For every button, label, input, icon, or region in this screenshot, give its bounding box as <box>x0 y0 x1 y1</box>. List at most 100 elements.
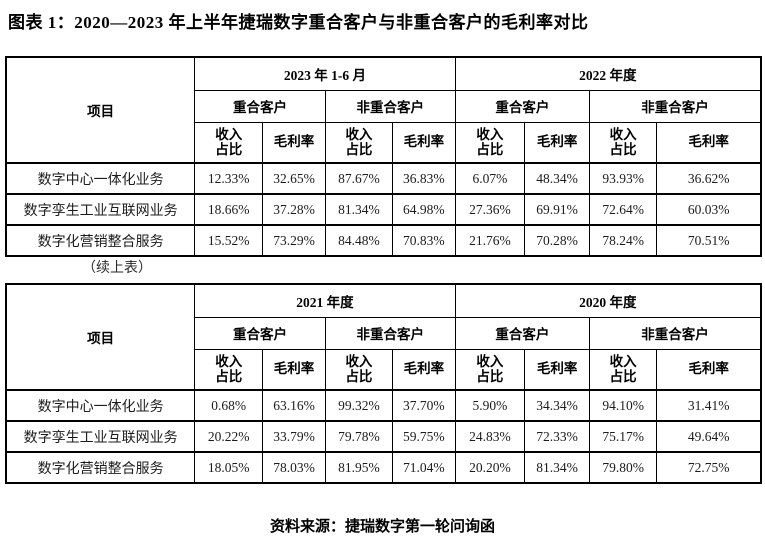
value-cell: 15.52% <box>194 224 264 257</box>
value-cell: 81.34% <box>324 193 394 226</box>
period-header-2021: 2021 年度 <box>194 283 456 318</box>
group-header-nonoverlap: 非重合客户 <box>324 89 456 123</box>
table-row: 数字化营销整合服务 15.52% 73.29% 84.48% 70.83% 21… <box>5 224 762 257</box>
value-cell: 48.34% <box>524 162 591 195</box>
group-header-nonoverlap: 非重合客户 <box>589 89 762 123</box>
value-cell: 81.95% <box>324 451 394 484</box>
column-header-item: 项目 <box>5 56 196 164</box>
value-cell: 24.83% <box>454 420 526 453</box>
value-cell: 21.76% <box>454 224 526 257</box>
table-row: 项目 2021 年度 2020 年度 <box>5 283 762 391</box>
subheader-gross-margin: 毛利率 <box>524 348 591 391</box>
value-cell: 81.34% <box>524 451 591 484</box>
subheader-revenue-share: 收入 占比 <box>324 348 394 391</box>
value-cell: 49.64% <box>656 420 762 453</box>
table-row: 项目 2023 年 1-6 月 2022 年度 <box>5 56 762 164</box>
table-row: 重合客户 非重合客户 重合客户 非重合客户 <box>6 89 762 123</box>
period-header-2022: 2022 年度 <box>454 56 762 91</box>
table-row: 数字中心一体化业务 12.33% 32.65% 87.67% 36.83% 6.… <box>5 162 762 195</box>
value-cell: 79.80% <box>589 451 658 484</box>
table-row: 数字孪生工业互联网业务 18.66% 37.28% 81.34% 64.98% … <box>5 193 762 226</box>
value-cell: 18.66% <box>194 193 264 226</box>
value-cell: 37.70% <box>392 389 456 422</box>
value-cell: 32.65% <box>262 162 326 195</box>
data-source-note: 资料来源：捷瑞数字第一轮问询函 <box>269 519 495 535</box>
figure-title: 图表 1：2020—2023 年上半年捷瑞数字重合客户与非重合客户的毛利率对比 <box>8 13 589 32</box>
period-header-2020: 2020 年度 <box>454 283 762 318</box>
value-cell: 18.05% <box>194 451 264 484</box>
subheader-revenue-share: 收入 占比 <box>589 121 658 164</box>
table-row: 重合客户 非重合客户 重合客户 非重合客户 <box>6 316 762 350</box>
value-cell: 59.75% <box>392 420 456 453</box>
value-cell: 34.34% <box>524 389 591 422</box>
subheader-revenue-share: 收入 占比 <box>324 121 394 164</box>
subheader-revenue-share: 收入 占比 <box>589 348 658 391</box>
value-cell: 72.75% <box>656 451 762 484</box>
margin-table-2021-2020: 项目 2021 年度 2020 年度 重合客户 非重合客户 重合客户 非重合客户… <box>5 283 762 484</box>
period-header-2023h1: 2023 年 1-6 月 <box>194 56 456 91</box>
group-header-overlap: 重合客户 <box>194 316 326 350</box>
group-header-overlap: 重合客户 <box>454 89 591 123</box>
value-cell: 36.83% <box>392 162 456 195</box>
value-cell: 78.03% <box>262 451 326 484</box>
margin-table-2023-2022: 项目 2023 年 1-6 月 2022 年度 重合客户 非重合客户 重合客户 … <box>5 56 762 257</box>
subheader-gross-margin: 毛利率 <box>392 348 456 391</box>
subheader-revenue-share: 收入 占比 <box>194 121 264 164</box>
value-cell: 33.79% <box>262 420 326 453</box>
subheader-revenue-share: 收入 占比 <box>454 121 526 164</box>
value-cell: 84.48% <box>324 224 394 257</box>
value-cell: 69.91% <box>524 193 591 226</box>
row-item-label: 数字中心一体化业务 <box>5 162 196 195</box>
row-item-label: 数字中心一体化业务 <box>5 389 196 422</box>
value-cell: 0.68% <box>194 389 264 422</box>
value-cell: 79.78% <box>324 420 394 453</box>
value-cell: 31.41% <box>656 389 762 422</box>
value-cell: 63.16% <box>262 389 326 422</box>
column-header-item: 项目 <box>5 283 196 391</box>
row-item-label: 数字化营销整合服务 <box>5 224 196 257</box>
value-cell: 36.62% <box>656 162 762 195</box>
subheader-gross-margin: 毛利率 <box>524 121 591 164</box>
value-cell: 64.98% <box>392 193 456 226</box>
value-cell: 12.33% <box>194 162 264 195</box>
row-item-label: 数字孪生工业互联网业务 <box>5 193 196 226</box>
table-row: 收入 占比 毛利率 收入 占比 毛利率 收入 占比 毛利率 收入 占比 毛利率 <box>6 348 762 391</box>
group-header-nonoverlap: 非重合客户 <box>589 316 762 350</box>
value-cell: 20.22% <box>194 420 264 453</box>
value-cell: 70.51% <box>656 224 762 257</box>
value-cell: 60.03% <box>656 193 762 226</box>
value-cell: 73.29% <box>262 224 326 257</box>
subheader-gross-margin: 毛利率 <box>656 348 762 391</box>
row-item-label: 数字化营销整合服务 <box>5 451 196 484</box>
value-cell: 70.28% <box>524 224 591 257</box>
value-cell: 20.20% <box>454 451 526 484</box>
subheader-revenue-share: 收入 占比 <box>454 348 526 391</box>
subheader-gross-margin: 毛利率 <box>392 121 456 164</box>
value-cell: 6.07% <box>454 162 526 195</box>
value-cell: 37.28% <box>262 193 326 226</box>
subheader-gross-margin: 毛利率 <box>262 348 326 391</box>
value-cell: 87.67% <box>324 162 394 195</box>
table-row: 数字中心一体化业务 0.68% 63.16% 99.32% 37.70% 5.9… <box>5 389 762 422</box>
table-row: 数字孪生工业互联网业务 20.22% 33.79% 79.78% 59.75% … <box>5 420 762 453</box>
value-cell: 99.32% <box>324 389 394 422</box>
table-row: 收入 占比 毛利率 收入 占比 毛利率 收入 占比 毛利率 收入 占比 毛利率 <box>6 121 762 164</box>
value-cell: 71.04% <box>392 451 456 484</box>
value-cell: 94.10% <box>589 389 658 422</box>
value-cell: 72.64% <box>589 193 658 226</box>
value-cell: 72.33% <box>524 420 591 453</box>
group-header-overlap: 重合客户 <box>194 89 326 123</box>
value-cell: 70.83% <box>392 224 456 257</box>
subheader-revenue-share: 收入 占比 <box>194 348 264 391</box>
continuation-note: （续上表） <box>82 261 152 276</box>
subheader-gross-margin: 毛利率 <box>656 121 762 164</box>
row-item-label: 数字孪生工业互联网业务 <box>5 420 196 453</box>
value-cell: 5.90% <box>454 389 526 422</box>
table-row: 数字化营销整合服务 18.05% 78.03% 81.95% 71.04% 20… <box>5 451 762 484</box>
subheader-gross-margin: 毛利率 <box>262 121 326 164</box>
group-header-overlap: 重合客户 <box>454 316 591 350</box>
value-cell: 27.36% <box>454 193 526 226</box>
value-cell: 93.93% <box>589 162 658 195</box>
value-cell: 75.17% <box>589 420 658 453</box>
